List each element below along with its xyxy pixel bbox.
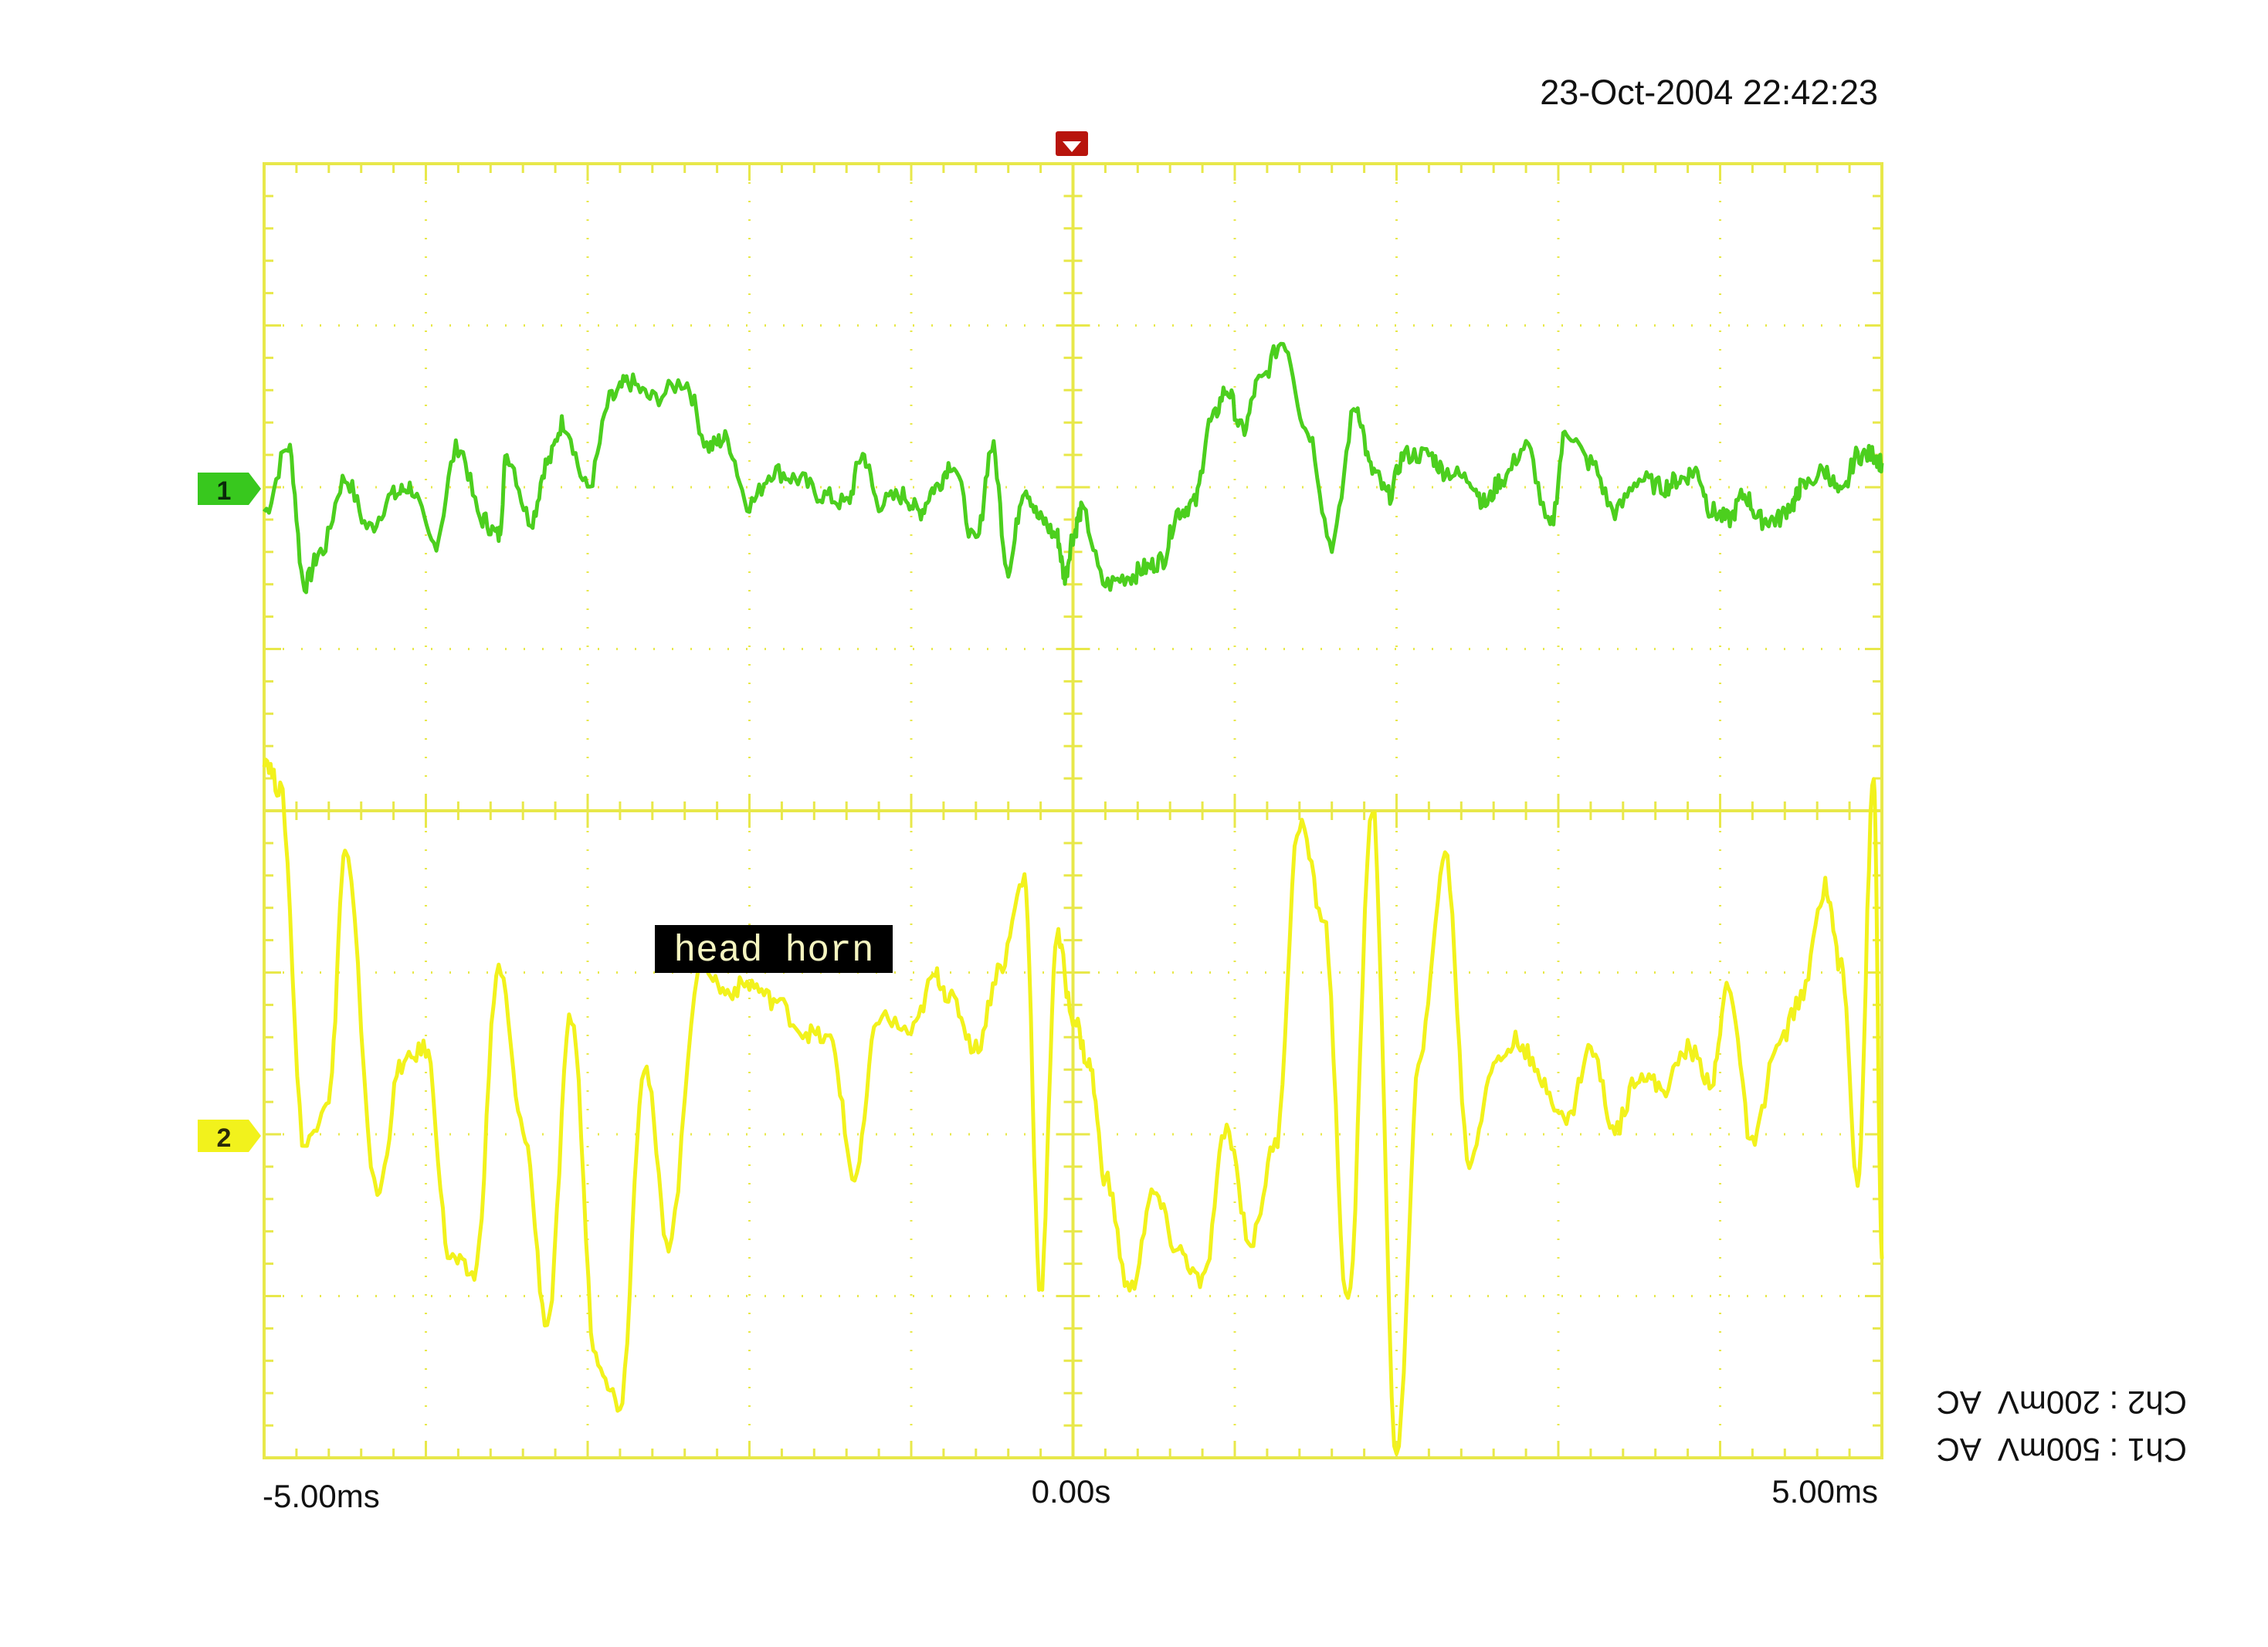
time-label-left: -5.00ms — [263, 1478, 380, 1514]
ch1-settings: Ch1 : 500mV AC — [1937, 1432, 2188, 1468]
timestamp: 23-Oct-2004 22:42:23 — [1540, 73, 1878, 112]
ch1-marker-label: 1 — [217, 476, 232, 506]
trace-ch1 — [263, 341, 1884, 595]
traces — [262, 341, 1884, 1456]
annotation-box: head horn — [655, 925, 893, 973]
annotation-text: head horn — [673, 930, 873, 972]
ch1-marker[interactable]: 1 — [198, 473, 261, 506]
time-label-right: 5.00ms — [1771, 1473, 1878, 1510]
graticule — [263, 162, 1883, 1459]
trace-ch2 — [262, 757, 1884, 1456]
ch2-marker[interactable]: 2 — [198, 1120, 261, 1153]
ch2-settings: Ch2 : 200mV AC — [1937, 1384, 2188, 1421]
ch2-marker-label: 2 — [217, 1123, 232, 1153]
time-label-center: 0.00s — [1032, 1473, 1111, 1510]
trigger-marker-icon[interactable] — [1056, 131, 1088, 156]
